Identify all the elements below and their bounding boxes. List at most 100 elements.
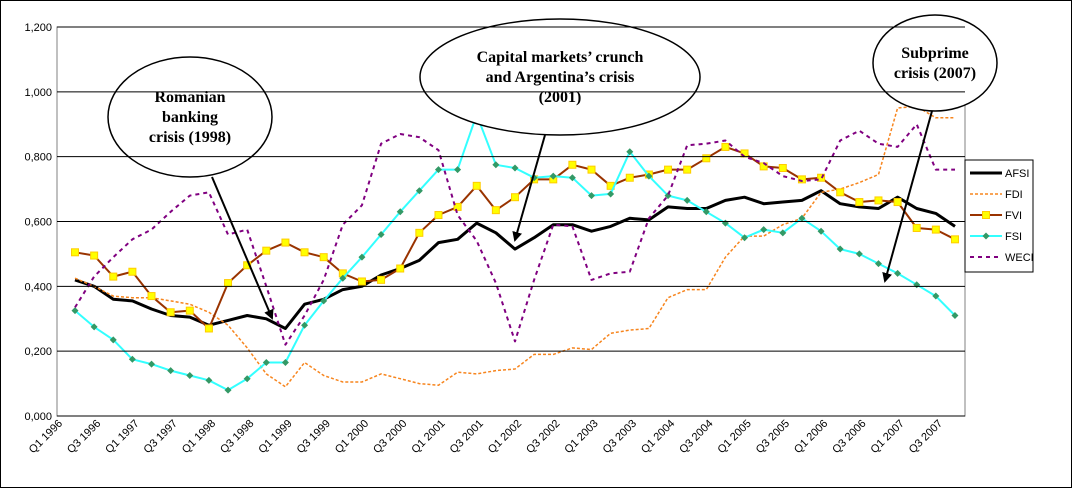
marker — [90, 323, 98, 331]
y-tick-label: 1,000 — [24, 87, 52, 99]
marker — [320, 297, 328, 305]
annotation-text: Subprime — [901, 45, 969, 62]
marker — [549, 172, 557, 180]
marker — [396, 208, 404, 216]
marker — [893, 198, 902, 207]
marker — [778, 164, 787, 173]
marker — [568, 160, 577, 169]
marker — [166, 308, 175, 317]
marker — [71, 307, 79, 315]
legend-marker — [982, 232, 990, 240]
marker — [204, 324, 213, 333]
marker — [243, 375, 251, 383]
series-line — [74, 123, 955, 346]
marker — [415, 228, 424, 237]
marker — [568, 174, 576, 182]
marker — [167, 367, 175, 375]
marker — [683, 165, 692, 174]
marker — [932, 292, 940, 300]
marker — [798, 214, 806, 222]
annotation-bubble — [419, 18, 701, 136]
marker — [262, 246, 271, 255]
marker — [301, 321, 309, 329]
marker — [300, 248, 309, 257]
marker — [434, 211, 443, 220]
marker — [281, 238, 290, 247]
marker — [491, 206, 500, 215]
marker — [855, 198, 864, 207]
marker — [128, 267, 137, 276]
marker — [836, 188, 845, 197]
series-line — [74, 105, 955, 388]
marker — [664, 192, 672, 200]
marker — [90, 251, 99, 260]
marker — [434, 166, 442, 174]
marker — [587, 165, 596, 174]
legend-label: FVI — [1005, 210, 1022, 222]
y-tick-label: 0,000 — [24, 411, 52, 423]
marker — [454, 166, 462, 174]
marker — [71, 248, 79, 257]
marker — [951, 312, 959, 320]
legend-label: FSI — [1005, 231, 1022, 243]
marker — [415, 187, 423, 195]
y-tick-label: 0,400 — [24, 281, 52, 293]
marker — [779, 229, 787, 237]
annotation-text: Romanian — [154, 89, 225, 106]
marker — [912, 223, 921, 232]
marker — [510, 193, 519, 202]
marker — [874, 196, 883, 205]
annotation-text: crisis (2007) — [894, 65, 976, 82]
marker — [281, 359, 289, 367]
marker — [357, 277, 366, 286]
marker — [664, 165, 673, 174]
annotation-arrow — [211, 176, 274, 320]
marker — [472, 181, 481, 190]
annotation-text: and Argentina’s crisis — [486, 69, 635, 86]
y-tick-label: 1,200 — [24, 22, 52, 34]
marker — [377, 230, 385, 238]
marker — [721, 142, 730, 151]
marker — [607, 190, 615, 198]
y-tick-label: 0,200 — [24, 346, 52, 358]
marker — [588, 192, 596, 200]
annotation-text: crisis (1998) — [149, 129, 231, 146]
marker — [894, 269, 902, 277]
marker — [683, 196, 691, 204]
annotation-text: banking — [162, 109, 218, 126]
marker — [797, 175, 806, 184]
legend-label: FDI — [1005, 189, 1023, 201]
marker — [702, 154, 711, 163]
marker — [511, 164, 519, 172]
marker — [396, 264, 405, 273]
marker — [377, 275, 386, 284]
marker — [626, 148, 634, 156]
annotation-bubble — [107, 56, 273, 178]
series-line — [74, 189, 956, 330]
marker — [950, 235, 959, 244]
y-tick-label: 0,600 — [24, 217, 52, 229]
legend-label: AFSI — [1005, 168, 1029, 180]
marker — [492, 161, 500, 169]
y-tick-label: 0,800 — [24, 152, 52, 164]
marker — [109, 272, 118, 281]
marker — [147, 292, 156, 301]
marker — [205, 376, 213, 384]
marker — [702, 208, 710, 216]
marker — [339, 274, 347, 282]
marker — [625, 173, 634, 182]
marker — [224, 279, 233, 288]
marker — [319, 253, 328, 262]
marker — [358, 253, 366, 261]
marker — [109, 336, 117, 344]
marker — [874, 260, 882, 268]
marker — [855, 250, 863, 258]
marker — [224, 386, 232, 394]
marker — [645, 172, 653, 180]
annotation-text: (2001) — [539, 89, 582, 106]
annotation-arrow — [882, 110, 933, 283]
marker — [931, 225, 940, 234]
marker — [817, 173, 826, 182]
marker — [186, 371, 194, 379]
